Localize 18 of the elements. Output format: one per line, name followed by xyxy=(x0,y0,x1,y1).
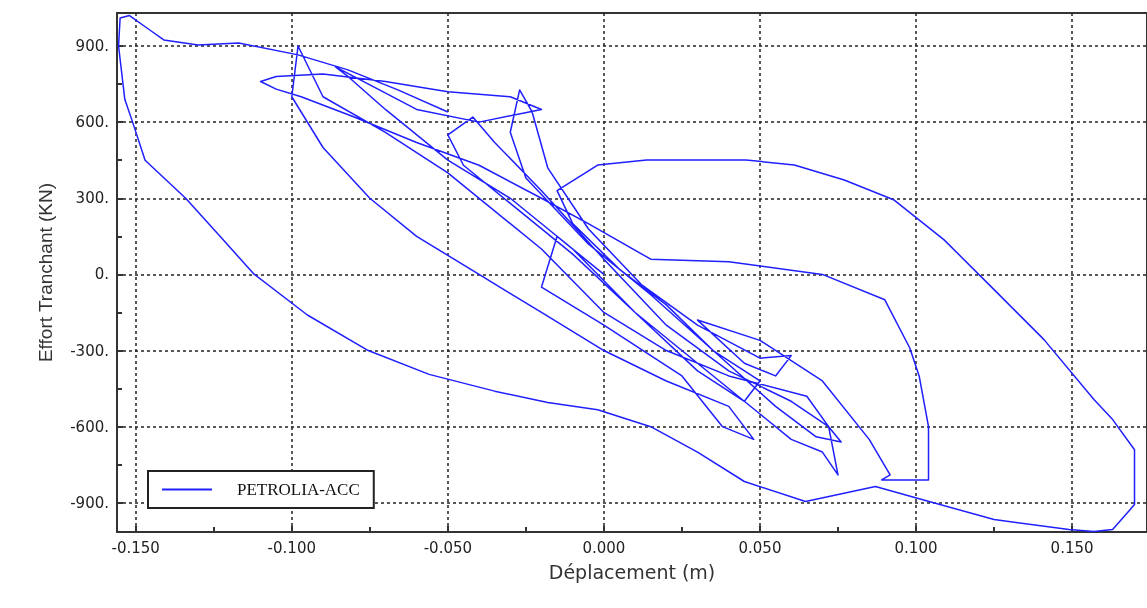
y-tick-label: -600. xyxy=(70,417,109,436)
legend-label: PETROLIA-ACC xyxy=(237,480,360,499)
y-axis-title: Effort Tranchant (KN) xyxy=(35,182,56,363)
y-tick-label: 0. xyxy=(94,265,109,284)
x-axis-title: Déplacement (m) xyxy=(548,560,716,583)
x-tick-label: -0.150 xyxy=(111,538,160,557)
line-series xyxy=(117,14,1136,533)
x-tick-label: 0.100 xyxy=(894,538,938,557)
x-tick-label: 0.050 xyxy=(738,538,782,557)
x-tick-label: 0.000 xyxy=(582,538,626,557)
y-tick-label: 300. xyxy=(75,189,109,208)
y-tick-label: -300. xyxy=(70,341,109,360)
x-tick-label: -0.100 xyxy=(267,538,316,557)
x-tick-label: -0.050 xyxy=(423,538,473,557)
x-tick-label: 0.150 xyxy=(1050,538,1094,557)
y-tick-label: 900. xyxy=(75,36,109,55)
y-tick-label: -900. xyxy=(70,493,109,512)
y-tick-label: 600. xyxy=(75,113,109,132)
